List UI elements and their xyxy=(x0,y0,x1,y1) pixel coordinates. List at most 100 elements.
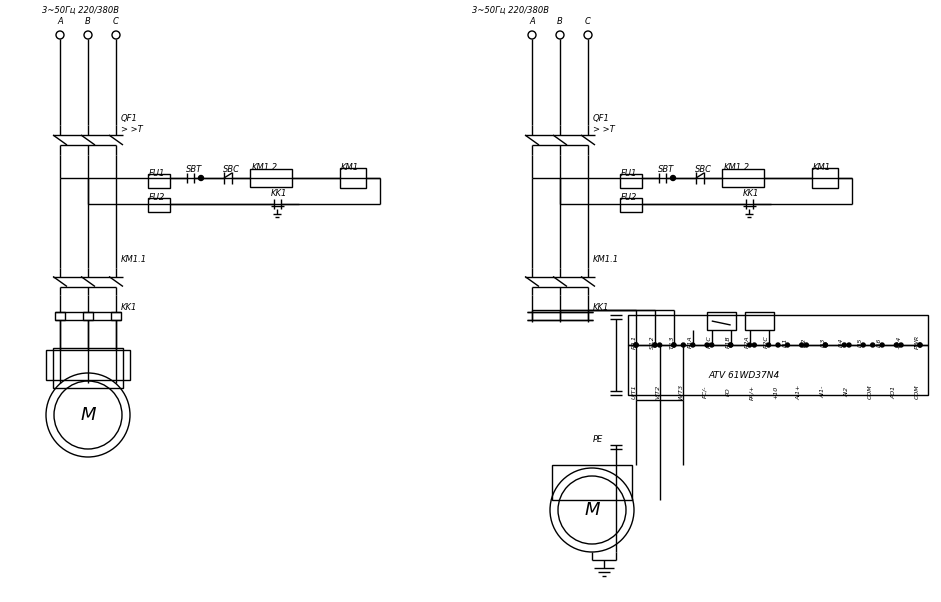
Text: > >T: > >T xyxy=(121,125,143,134)
Text: S/L2: S/L2 xyxy=(650,335,655,349)
Text: AI2: AI2 xyxy=(844,387,849,397)
Text: 3~50Гц 220/380В: 3~50Гц 220/380В xyxy=(472,5,549,14)
Bar xyxy=(707,312,736,330)
Text: +10: +10 xyxy=(773,385,778,399)
Text: KM1: KM1 xyxy=(813,164,831,173)
Text: R/L1: R/L1 xyxy=(631,335,636,349)
Bar xyxy=(46,350,130,380)
Circle shape xyxy=(870,343,875,347)
Text: SBT: SBT xyxy=(186,164,202,173)
Text: KM1.1: KM1.1 xyxy=(593,255,619,264)
Circle shape xyxy=(823,343,827,347)
Text: LI3: LI3 xyxy=(821,337,825,347)
Text: KK1: KK1 xyxy=(271,190,287,199)
Text: FU2: FU2 xyxy=(149,193,166,202)
Circle shape xyxy=(842,343,846,347)
Circle shape xyxy=(747,343,752,347)
Text: > >T: > >T xyxy=(593,125,614,134)
Circle shape xyxy=(705,343,709,347)
Text: LI4: LI4 xyxy=(839,337,844,347)
Circle shape xyxy=(918,343,922,347)
Bar xyxy=(628,315,928,345)
Text: C: C xyxy=(113,17,119,26)
Circle shape xyxy=(710,343,713,347)
Text: COM: COM xyxy=(915,385,920,399)
Circle shape xyxy=(728,343,733,347)
Bar xyxy=(148,198,170,212)
Bar xyxy=(111,312,121,320)
Text: C: C xyxy=(585,17,591,26)
Text: PO: PO xyxy=(726,388,730,396)
Text: LI2: LI2 xyxy=(802,337,806,347)
Bar xyxy=(250,169,292,187)
Text: M: M xyxy=(584,501,599,519)
Circle shape xyxy=(658,343,662,347)
Circle shape xyxy=(653,343,657,347)
Text: R2C: R2C xyxy=(763,336,769,349)
Text: R2A: R2A xyxy=(744,336,750,349)
Text: ATV 61WD37N4: ATV 61WD37N4 xyxy=(708,370,779,379)
Text: KK1: KK1 xyxy=(743,190,759,199)
Circle shape xyxy=(199,176,203,181)
Bar xyxy=(620,198,642,212)
Circle shape xyxy=(894,343,899,347)
Bar xyxy=(340,168,366,188)
Text: KM1.2: KM1.2 xyxy=(724,164,750,173)
Text: R1B: R1B xyxy=(726,336,730,349)
Circle shape xyxy=(880,343,885,347)
Bar xyxy=(83,312,93,320)
Text: COM: COM xyxy=(868,385,872,399)
Circle shape xyxy=(653,343,657,347)
Circle shape xyxy=(672,343,676,347)
Text: QF1: QF1 xyxy=(593,114,610,122)
Circle shape xyxy=(634,343,638,347)
Text: FU2: FU2 xyxy=(621,193,637,202)
Text: 3~50Гц 220/380В: 3~50Гц 220/380В xyxy=(42,5,119,14)
Text: KK1: KK1 xyxy=(593,303,610,312)
Circle shape xyxy=(767,343,771,347)
Text: R1A: R1A xyxy=(688,336,693,349)
Text: AI1-: AI1- xyxy=(821,386,825,398)
Bar xyxy=(722,169,764,187)
Bar xyxy=(148,174,170,188)
Text: V/T2: V/T2 xyxy=(655,385,660,399)
Bar xyxy=(628,345,928,395)
Circle shape xyxy=(918,343,922,347)
Text: SBC: SBC xyxy=(695,164,712,173)
Circle shape xyxy=(786,343,789,347)
Circle shape xyxy=(899,343,903,347)
Text: SBT: SBT xyxy=(658,164,675,173)
Circle shape xyxy=(691,343,694,347)
Circle shape xyxy=(753,343,757,347)
Circle shape xyxy=(672,343,676,347)
Bar xyxy=(55,312,65,320)
Circle shape xyxy=(671,176,676,181)
Text: QF1: QF1 xyxy=(121,114,138,122)
Circle shape xyxy=(847,343,851,347)
Circle shape xyxy=(634,343,638,347)
Bar xyxy=(552,465,632,500)
Text: +24: +24 xyxy=(896,335,901,349)
Text: LI1: LI1 xyxy=(783,337,788,347)
Circle shape xyxy=(681,343,685,347)
Text: KM1.2: KM1.2 xyxy=(252,164,279,173)
Text: T/L3: T/L3 xyxy=(669,335,674,349)
Circle shape xyxy=(823,343,827,347)
Text: FU1: FU1 xyxy=(149,169,166,178)
Text: KM1: KM1 xyxy=(341,164,359,173)
Bar xyxy=(744,312,774,330)
Text: SBC: SBC xyxy=(223,164,240,173)
Text: U/T1: U/T1 xyxy=(631,385,636,399)
Text: A: A xyxy=(57,17,63,26)
Text: FU1: FU1 xyxy=(621,169,637,178)
Text: AI1+: AI1+ xyxy=(797,384,802,400)
Text: R1C: R1C xyxy=(707,336,711,349)
Text: B: B xyxy=(85,17,91,26)
Circle shape xyxy=(776,343,780,347)
Bar xyxy=(620,174,642,188)
Circle shape xyxy=(634,343,638,347)
Text: M: M xyxy=(80,406,96,424)
Text: PWR: PWR xyxy=(915,335,920,349)
Text: LI6: LI6 xyxy=(877,337,882,347)
Text: PE: PE xyxy=(593,435,603,444)
